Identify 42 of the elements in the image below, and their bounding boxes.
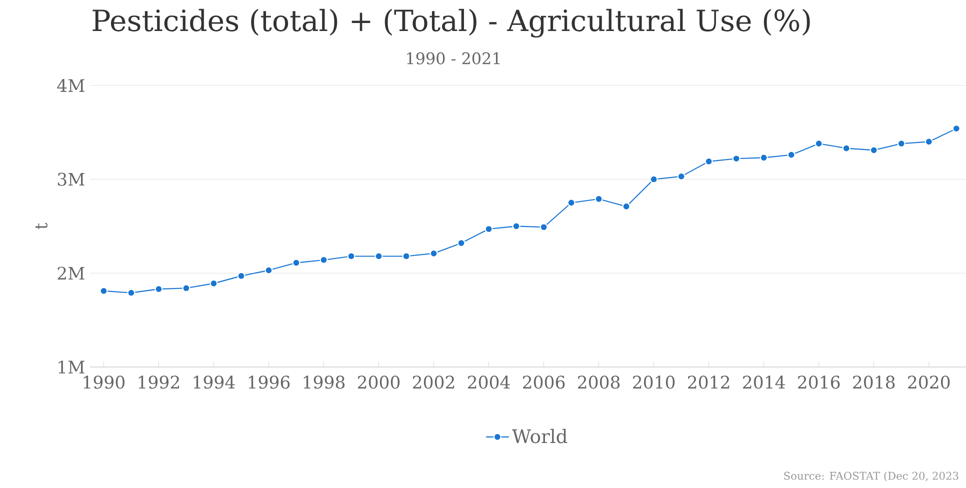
x-tick-label: 1992 (138, 376, 179, 389)
x-tick-label: 2014 (743, 376, 785, 389)
y-tick-label: 2M (58, 266, 84, 280)
point (567, 198, 576, 207)
point (760, 154, 768, 162)
point (127, 288, 136, 297)
y-tick-label: 1M (58, 360, 84, 374)
y-tick-label: 3M (58, 172, 84, 186)
x-tick-label: 2020 (908, 376, 950, 389)
source-note: Source: FAOSTAT (Dec 20, 2023 (784, 472, 958, 482)
point (292, 258, 300, 267)
x-tick-label: 2000 (358, 376, 400, 389)
x-tick-label: 1990 (84, 376, 125, 389)
point (650, 175, 658, 184)
point (842, 144, 850, 152)
point (374, 252, 383, 260)
x-tick-label: 2004 (468, 376, 510, 389)
point (924, 138, 933, 146)
y-axis-title: t (35, 222, 48, 230)
x-tick-label: 2018 (853, 376, 895, 389)
x-tick-label: 1994 (194, 376, 235, 389)
point (100, 287, 108, 295)
point (264, 266, 273, 274)
y-tick-label: 4M (57, 79, 84, 92)
chart-title: Pesticides (total) + (Total) - Agricultural Use (%) (92, 8, 810, 38)
point (402, 252, 410, 260)
x-tick-label: 2006 (522, 376, 565, 389)
point (870, 146, 878, 154)
legend-label: World (512, 428, 568, 444)
x-tick-label: 1998 (304, 376, 345, 389)
point (347, 252, 356, 260)
x-tick-label: 2008 (578, 376, 620, 389)
chart-subtitle: 1990 - 2021 (407, 52, 500, 64)
point (677, 172, 686, 180)
point (512, 222, 520, 230)
x-tick-label: 2010 (633, 376, 675, 389)
x-tick-label: 1996 (248, 376, 290, 389)
point (787, 150, 796, 159)
x-tick-label: 2016 (798, 376, 840, 389)
x-tick-label: 2012 (688, 376, 730, 389)
x-tick-label: 2002 (412, 376, 454, 389)
point (237, 272, 246, 280)
